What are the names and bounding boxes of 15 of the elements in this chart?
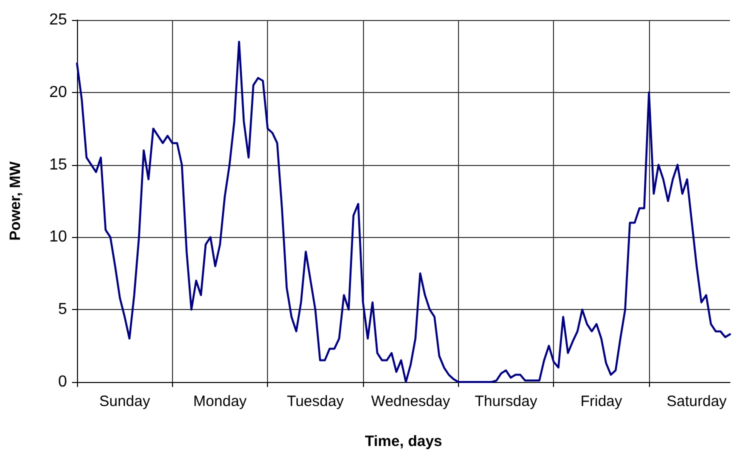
- x-tick-label: Sunday: [99, 393, 151, 410]
- y-tick-label: 0: [58, 374, 68, 390]
- x-tick-label: Thursday: [474, 393, 538, 410]
- x-tick-label: Tuesday: [286, 393, 344, 410]
- y-axis-title: Power, MW: [7, 160, 24, 241]
- x-tick-label: Saturday: [666, 393, 728, 410]
- y-tick-label: 20: [49, 84, 68, 101]
- x-tick-label: Wednesday: [371, 393, 451, 410]
- y-tick-label: 15: [49, 156, 68, 174]
- y-tick-label: 10: [49, 228, 68, 246]
- y-tick-label: 5: [58, 301, 68, 318]
- x-tick-label: Friday: [580, 393, 623, 410]
- y-tick-label: 25: [49, 12, 68, 28]
- x-axis-title: Time, days: [364, 433, 442, 450]
- x-tick-label: Monday: [193, 393, 248, 410]
